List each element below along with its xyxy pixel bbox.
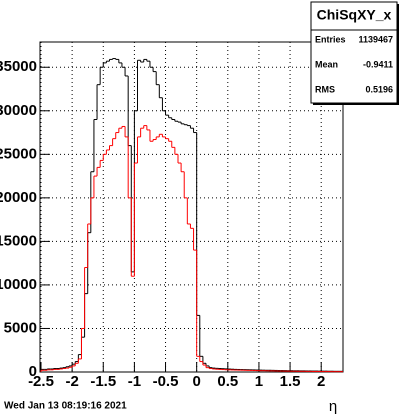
x-tick-label: 2 [317, 373, 325, 390]
x-tick-label: 1 [255, 373, 263, 390]
stats-rms-label: RMS [315, 84, 335, 94]
x-tick-label: -1 [128, 373, 141, 390]
plot-frame [39, 41, 344, 373]
y-tick-label: 10000 [0, 276, 37, 293]
stats-mean: -0.9411 [363, 59, 393, 69]
stats-box: ChiSqXY_x Entries 1139467 Mean -0.9411 R… [310, 1, 399, 105]
y-tick-label: 15000 [0, 232, 37, 249]
x-tick-label: -2 [65, 373, 78, 390]
stats-mean-label: Mean [315, 59, 338, 69]
timestamp: Wed Jan 13 08:19:16 2021 [4, 401, 127, 412]
x-tick-label: 0 [192, 373, 200, 390]
y-tick-label: 0 [29, 363, 37, 380]
stats-frame [310, 1, 398, 104]
stats-rms: 0.5196 [365, 84, 393, 94]
y-tick-label: 5000 [4, 319, 37, 336]
x-axis-label: η [329, 398, 337, 414]
plot-area: 05000100001500020000250003000035000-2.5-… [0, 42, 343, 390]
y-tick-label: 25000 [0, 145, 37, 162]
stats-entries: 1139467 [358, 34, 393, 44]
y-tick-label: 35000 [0, 58, 37, 75]
x-tick-label: 0.5 [217, 373, 238, 390]
x-tick-label: -2.5 [28, 373, 54, 390]
stats-title: ChiSqXY_x [317, 7, 392, 23]
x-tick-label: 1.5 [280, 373, 301, 390]
stats-entries-label: Entries [315, 34, 346, 44]
y-tick-label: 20000 [0, 189, 37, 206]
x-tick-label: -1.5 [90, 373, 116, 390]
y-tick-label: 30000 [0, 102, 37, 119]
x-tick-label: -0.5 [153, 373, 179, 390]
